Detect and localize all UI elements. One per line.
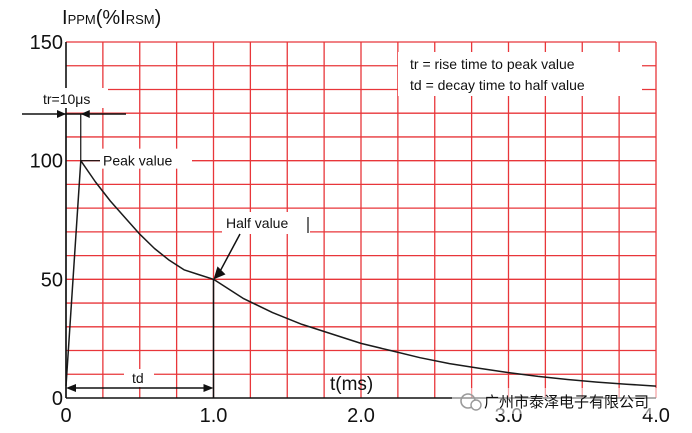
tr-label: tr=10μs [43, 91, 90, 107]
half-arrow-head-icon [213, 266, 226, 280]
td-label-background [124, 369, 154, 387]
x-tick-label: 0 [60, 405, 71, 427]
legend-line-1: tr = rise time to peak value [410, 56, 575, 72]
watermark-logo-icon [460, 393, 482, 411]
y-tick-label: 0 [52, 388, 63, 410]
peak-label-background [100, 148, 192, 169]
y-axis-label: IPPM(%IRSM) [62, 7, 161, 29]
td-label: td [132, 370, 144, 386]
tr-label-background [38, 88, 108, 108]
peak-label: Peak value [103, 153, 172, 169]
watermark-text: 广州市泰泽电子有限公司 [484, 394, 649, 411]
td-arrow-left-icon [66, 384, 76, 392]
half-arrow-shaft [218, 233, 241, 273]
pulse-curve [65, 159, 657, 387]
legend-background [398, 52, 642, 96]
watermark-bubble-small [470, 399, 482, 411]
tr-arrow-right-icon [80, 110, 90, 118]
tr-arrow-left-icon [57, 110, 66, 118]
half-label: Half value [226, 215, 288, 231]
y-tick-label: 150 [30, 32, 63, 54]
waveform-series-line [65, 159, 657, 387]
td-arrow-right-icon [203, 384, 214, 392]
annotations: tr = rise time to peak value td = decay t… [22, 52, 658, 414]
watermark-background [452, 388, 658, 414]
y-tick-label: 100 [30, 151, 63, 173]
legend-line-2: td = decay time to half value [410, 77, 585, 93]
x-tick-label: 1.0 [200, 405, 228, 427]
x-axis-label: t(ms) [330, 374, 373, 395]
y-tick-label: 50 [41, 269, 63, 291]
x-tick-label: 2.0 [347, 405, 375, 427]
half-label-background [222, 212, 310, 234]
